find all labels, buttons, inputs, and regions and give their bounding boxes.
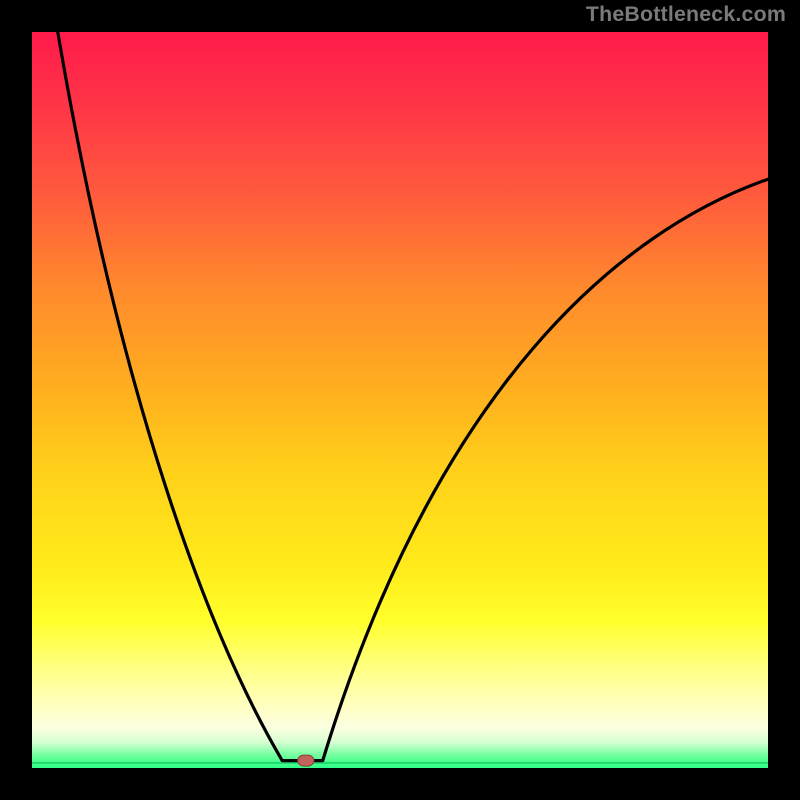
watermark-text: TheBottleneck.com xyxy=(586,2,786,27)
optimum-marker xyxy=(298,755,314,766)
chart-svg xyxy=(0,0,800,800)
chart-stage: TheBottleneck.com xyxy=(0,0,800,800)
plot-area xyxy=(32,32,768,768)
